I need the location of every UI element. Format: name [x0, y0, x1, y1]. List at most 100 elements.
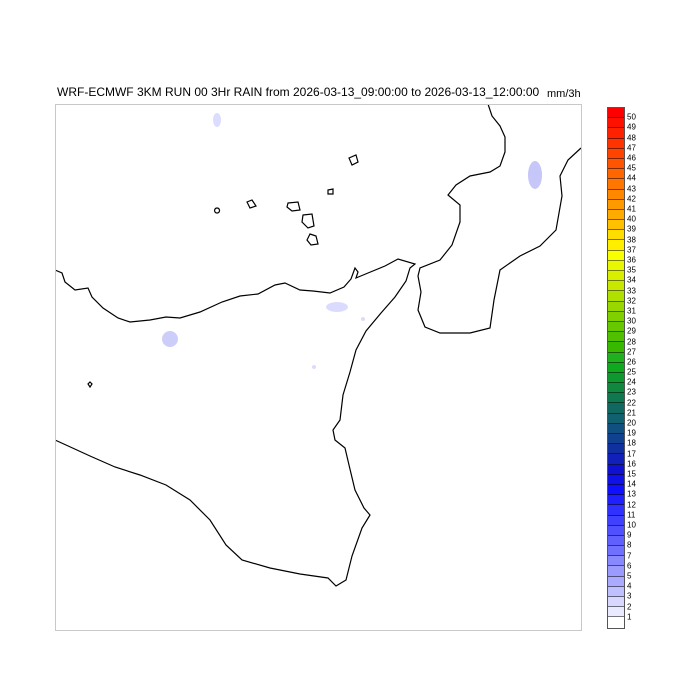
colorbar-bin	[608, 454, 624, 465]
colorbar-bin	[608, 311, 624, 322]
colorbar-bin	[608, 128, 624, 139]
colorbar-tick-label: 39	[627, 224, 636, 234]
colorbar-bin	[608, 291, 624, 302]
colorbar-tick-label: 2	[627, 602, 632, 612]
colorbar-tick-label: 12	[627, 500, 636, 510]
colorbar-tick-label: 47	[627, 143, 636, 153]
colorbar-bin	[608, 220, 624, 231]
island	[327, 188, 334, 195]
colorbar-bin	[608, 240, 624, 251]
colorbar-tick-label: 36	[627, 255, 636, 265]
colorbar-bin	[608, 515, 624, 526]
colorbar-bin	[608, 434, 624, 445]
colorbar-bin	[608, 189, 624, 200]
colorbar-tick-label: 33	[627, 286, 636, 296]
calabria-coast	[417, 104, 581, 334]
colorbar-tick-label: 32	[627, 296, 636, 306]
colorbar-tick-label: 31	[627, 306, 636, 316]
colorbar-bin	[608, 484, 624, 496]
colorbar-tick-label: 23	[627, 387, 636, 397]
island	[286, 201, 301, 212]
colorbar-bin	[608, 260, 624, 271]
colorbar-bin	[608, 444, 624, 455]
colorbar-bin	[608, 393, 624, 404]
rain-patch	[528, 161, 542, 189]
colorbar-tick-label: 18	[627, 438, 636, 448]
colorbar-bin	[608, 158, 624, 170]
colorbar-tick-label: 10	[627, 520, 636, 530]
colorbar-tick-label: 30	[627, 316, 636, 326]
rain-patch	[361, 317, 365, 321]
rain-patch	[162, 331, 178, 347]
coastlines	[55, 104, 581, 587]
colorbar-bin	[608, 301, 624, 312]
colorbar-bin	[608, 546, 624, 557]
island	[348, 154, 359, 166]
colorbar-tick-label: 29	[627, 326, 636, 336]
colorbar-tick-label: 50	[627, 112, 636, 122]
colorbar-bin	[608, 281, 624, 292]
colorbar-bin	[608, 617, 624, 628]
colorbar-tick-label: 22	[627, 398, 636, 408]
colorbar-tick-label: 41	[627, 204, 636, 214]
colorbar-tick-label: 5	[627, 571, 632, 581]
colorbar-tick-label: 13	[627, 489, 636, 499]
rain-patch	[326, 302, 348, 312]
colorbar-tick-label: 45	[627, 163, 636, 173]
colorbar-tick-label: 43	[627, 184, 636, 194]
colorbar-tick-label: 37	[627, 245, 636, 255]
colorbar-bin	[608, 148, 624, 159]
colorbar-tick-label: 3	[627, 591, 632, 601]
colorbar-bin	[608, 495, 624, 506]
colorbar-bin	[608, 250, 624, 261]
colorbar-bin	[608, 362, 624, 373]
colorbar-tick-label: 8	[627, 540, 632, 550]
colorbar-bin	[608, 209, 624, 221]
colorbar-bin	[608, 230, 624, 241]
colorbar-bin	[608, 474, 624, 485]
rain-patch	[312, 365, 316, 369]
colorbar-tick-label: 21	[627, 408, 636, 418]
colorbar-bin	[608, 586, 624, 597]
colorbar-tick-label: 7	[627, 551, 632, 561]
colorbar-bin	[608, 138, 624, 149]
colorbar-bin	[608, 169, 624, 180]
colorbar-bin	[608, 464, 624, 475]
island	[301, 213, 315, 229]
colorbar-bin	[608, 505, 624, 516]
island	[213, 207, 221, 214]
colorbar-tick-label: 17	[627, 449, 636, 459]
colorbar-tick-label: 16	[627, 459, 636, 469]
colorbar-bin	[608, 535, 624, 547]
colorbar-tick-label: 46	[627, 153, 636, 163]
colorbar-tick-label: 44	[627, 173, 636, 183]
colorbar-bin	[608, 607, 624, 618]
island	[306, 233, 319, 246]
colorbar-bin	[608, 332, 624, 343]
island	[87, 381, 93, 389]
colorbar-tick-label: 40	[627, 214, 636, 224]
colorbar-bin	[608, 271, 624, 282]
units-label: mm/3h	[547, 88, 581, 100]
colorbar-tick-label: 26	[627, 357, 636, 367]
rain-areas	[162, 113, 542, 369]
colorbar-tick-label: 27	[627, 347, 636, 357]
colorbar-tick-label: 9	[627, 530, 632, 540]
colorbar-bin	[608, 372, 624, 384]
colorbar-bin	[608, 179, 624, 190]
colorbar-bin	[608, 423, 624, 434]
colorbar-tick-label: 1	[627, 612, 632, 622]
colorbar-tick-label: 20	[627, 418, 636, 428]
colorbar-tick-label: 15	[627, 469, 636, 479]
plot-title: WRF-ECMWF 3KM RUN 00 3Hr RAIN from 2026-…	[57, 85, 540, 99]
colorbar-bin	[608, 383, 624, 394]
colorbar-bin	[608, 342, 624, 353]
rain-patch	[213, 113, 221, 127]
colorbar-tick-label: 34	[627, 275, 636, 285]
colorbar-bin	[608, 108, 624, 119]
colorbar-tick-label: 25	[627, 367, 636, 377]
colorbar-bin	[608, 566, 624, 577]
colorbar-tick-label: 11	[627, 510, 636, 520]
